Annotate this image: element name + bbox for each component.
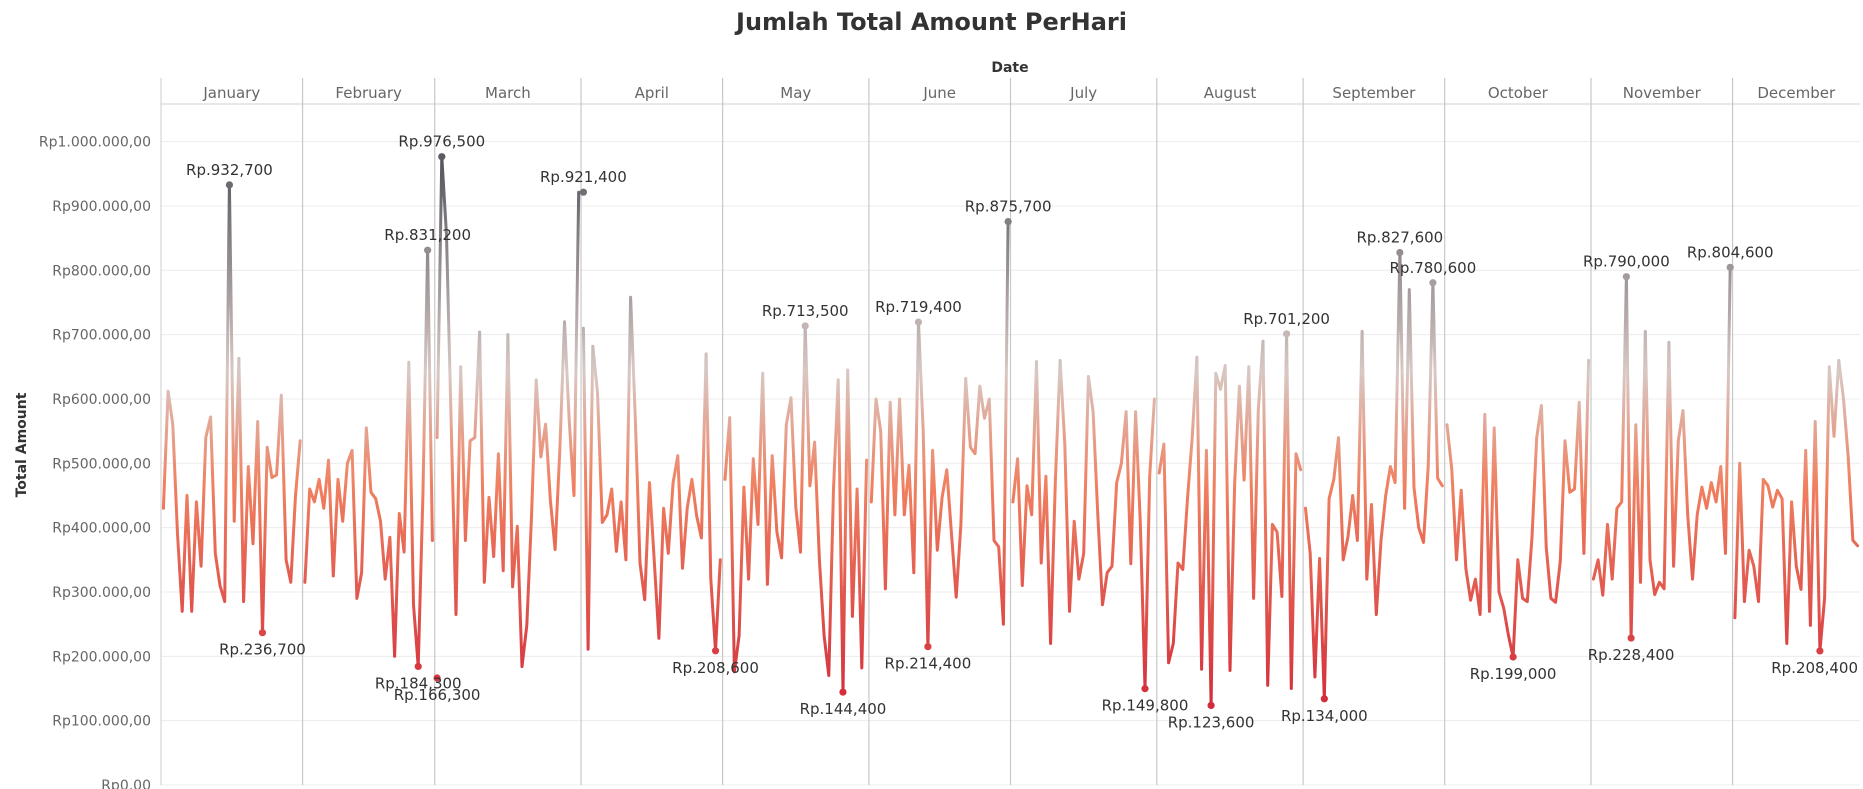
y-axis-title: Total Amount — [14, 392, 30, 497]
annotation-point — [1282, 330, 1291, 338]
month-dividers — [160, 78, 1734, 785]
data-label: Rp.921,400 — [540, 168, 627, 186]
annotation-point — [438, 153, 446, 161]
y-tick-label: Rp800.000,00 — [52, 263, 151, 279]
data-label: Rp.166,300 — [394, 686, 481, 704]
month-header: August — [1204, 84, 1257, 102]
annotation-point — [711, 647, 720, 655]
series-line-march — [435, 155, 581, 669]
y-tick-label: Rp700.000,00 — [52, 328, 151, 344]
month-header: June — [922, 84, 956, 102]
series-line-february — [303, 248, 434, 668]
y-tick-label: Rp0,00 — [101, 778, 151, 789]
y-tick-label: Rp1.000.000,00 — [39, 135, 151, 151]
data-label: Rp.804,600 — [1687, 243, 1774, 261]
series-line-october — [1445, 358, 1591, 659]
data-label: Rp.976,500 — [398, 133, 485, 151]
y-tick-label: Rp500.000,00 — [52, 456, 151, 472]
annotation-point — [1396, 248, 1404, 257]
annotation-point — [1816, 647, 1824, 655]
chart-title: Jumlah Total Amount PerHari — [736, 8, 1127, 36]
y-tick-label: Rp200.000,00 — [52, 649, 151, 665]
annotation-point — [1320, 695, 1328, 703]
annotation-point — [801, 322, 809, 330]
data-label: Rp.199,000 — [1470, 665, 1557, 683]
annotation-point — [1627, 634, 1635, 642]
annotation-point — [225, 181, 234, 189]
month-headers: January February March April May June July Augu… — [161, 84, 1860, 105]
month-header: November — [1623, 84, 1702, 102]
series-line-august — [1157, 332, 1303, 707]
y-tick-label: Rp400.000,00 — [52, 521, 151, 537]
data-label: Rp.134,000 — [1281, 707, 1368, 725]
data-label: Rp.214,400 — [885, 655, 972, 673]
series-line-april — [581, 295, 722, 653]
data-label: Rp.719,400 — [875, 298, 962, 316]
month-header: July — [1069, 84, 1097, 102]
data-label: Rp.831,200 — [384, 226, 471, 244]
annotation-point — [579, 188, 587, 196]
month-header: December — [1757, 84, 1836, 102]
data-label: Rp.149,800 — [1102, 697, 1189, 715]
annotation-point — [258, 629, 267, 637]
month-header: May — [780, 84, 811, 102]
data-label: Rp.790,000 — [1583, 253, 1670, 271]
data-label: Rp.208,400 — [1771, 659, 1858, 677]
annotation-point — [839, 688, 847, 696]
y-axis: Rp0,00 Rp100.000,00 Rp200.000,00 Rp300.000,… — [39, 135, 151, 789]
annotation-points — [225, 153, 1824, 710]
x-axis-header: Date — [991, 60, 1028, 76]
annotation-point — [914, 318, 923, 326]
data-label: Rp.208,600 — [672, 659, 759, 677]
annotation-point — [1726, 263, 1734, 271]
month-header: October — [1488, 84, 1549, 102]
annotation-point — [424, 246, 432, 254]
data-label: Rp.123,600 — [1168, 713, 1255, 731]
annotation-point — [433, 674, 441, 682]
y-tick-label: Rp600.000,00 — [52, 392, 151, 408]
annotation-point — [1207, 701, 1215, 710]
data-label: Rp.228,400 — [1588, 646, 1675, 664]
annotation-point — [1509, 653, 1517, 661]
series-line-july — [1011, 358, 1156, 691]
data-label: Rp.144,400 — [800, 700, 887, 718]
data-label: Rp.701,200 — [1243, 310, 1330, 328]
y-tick-label: Rp900.000,00 — [52, 199, 151, 215]
y-tick-label: Rp100.000,00 — [52, 714, 151, 730]
data-label: Rp.713,500 — [762, 302, 849, 320]
series-line-june — [869, 220, 1010, 649]
annotation-labels: Rp.932,700 Rp.236,700 Rp.831,200 Rp.184,300… — [186, 133, 1858, 732]
data-label: Rp.184,300 — [375, 674, 462, 692]
month-header: September — [1332, 84, 1416, 102]
series-line-may — [723, 324, 869, 694]
series-line-september — [1304, 251, 1444, 701]
data-label: Rp.827,600 — [1356, 229, 1443, 247]
data-label: Rp.236,700 — [219, 641, 306, 659]
y-tick-label: Rp300.000,00 — [52, 585, 151, 601]
month-header: April — [635, 84, 669, 102]
annotation-point — [414, 662, 422, 671]
data-label: Rp.932,700 — [186, 161, 273, 179]
series-line-december — [1733, 358, 1860, 653]
month-header: January — [202, 84, 260, 102]
month-header: February — [335, 84, 402, 102]
month-header: March — [485, 84, 531, 102]
data-label: Rp.780,600 — [1390, 259, 1477, 277]
annotation-point — [1141, 685, 1149, 693]
annotation-point — [1004, 217, 1012, 226]
annotation-point — [1622, 273, 1630, 281]
series-lines — [161, 155, 1860, 707]
annotation-point — [924, 643, 932, 651]
series-line-november — [1591, 265, 1732, 640]
series-line-january — [161, 183, 302, 635]
annotation-point — [1429, 279, 1437, 287]
data-label: Rp.875,700 — [965, 198, 1052, 216]
